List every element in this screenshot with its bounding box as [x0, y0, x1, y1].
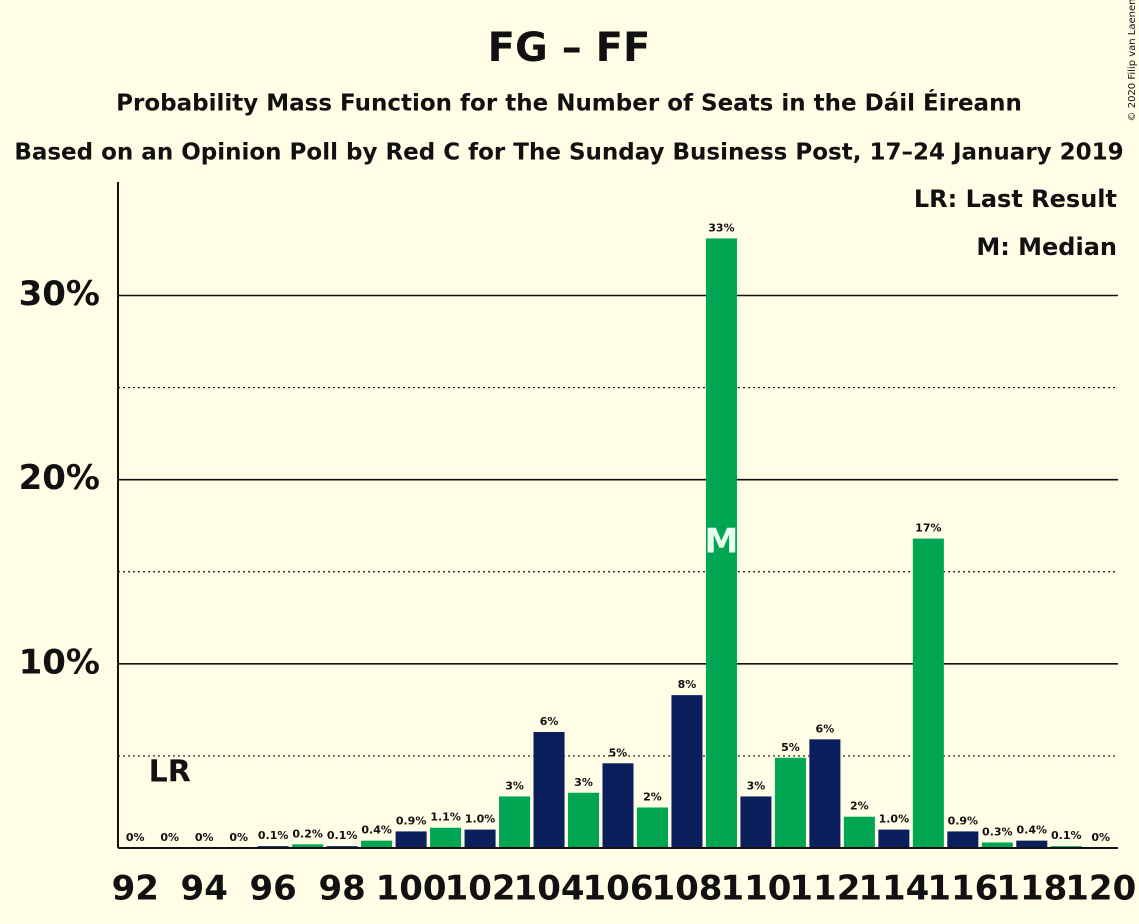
bar — [981, 842, 1013, 848]
bar — [602, 763, 634, 848]
x-tick-label: 110 — [720, 869, 791, 909]
value-label: 3% — [505, 779, 524, 792]
bar — [740, 796, 772, 848]
value-label: 0.1% — [258, 829, 289, 842]
bar — [568, 792, 600, 848]
legend-entry: M: Median — [976, 233, 1117, 261]
chart-subtitle: Based on an Opinion Poll by Red C for Th… — [14, 140, 1123, 166]
x-tick-label: 100 — [376, 869, 447, 909]
value-label: 0.1% — [1051, 829, 1082, 842]
bar — [533, 731, 565, 848]
y-tick-label: 10% — [19, 642, 100, 682]
bar — [809, 739, 841, 848]
x-tick-label: 114 — [858, 869, 929, 909]
bar — [361, 840, 393, 848]
value-label: 0.4% — [1017, 824, 1048, 837]
value-label: 17% — [915, 522, 941, 535]
x-tick-label: 92 — [112, 869, 159, 909]
x-tick-label: 104 — [514, 869, 585, 909]
value-label: 0% — [126, 831, 145, 844]
value-label: 1.1% — [430, 811, 461, 824]
value-label: 5% — [609, 746, 628, 759]
last-result-marker: LR — [149, 755, 191, 790]
value-label: 0.9% — [396, 814, 427, 827]
value-label: 2% — [850, 800, 869, 813]
bar — [947, 831, 979, 848]
bar — [499, 796, 531, 848]
x-tick-label: 94 — [181, 869, 228, 909]
bar — [464, 829, 496, 848]
chart-subtitle: Probability Mass Function for the Number… — [116, 89, 1022, 117]
value-label: 0% — [195, 831, 214, 844]
value-label: 0.2% — [292, 827, 323, 840]
value-label: 5% — [781, 741, 800, 754]
x-tick-label: 120 — [1065, 869, 1136, 909]
bar — [636, 807, 668, 848]
value-label: 0.9% — [948, 814, 979, 827]
value-label: 1.0% — [879, 813, 910, 826]
value-label: 6% — [540, 715, 559, 728]
y-tick-label: 30% — [19, 274, 100, 314]
x-tick-label: 98 — [318, 869, 365, 909]
x-tick-label: 106 — [583, 869, 654, 909]
x-tick-label: 116 — [927, 869, 998, 909]
bar — [1016, 840, 1048, 848]
chart-title: FG – FF — [488, 25, 651, 71]
value-label: 6% — [816, 722, 835, 735]
bar — [843, 816, 875, 848]
x-tick-label: 102 — [445, 869, 516, 909]
value-label: 0% — [1091, 831, 1110, 844]
value-label: 3% — [747, 779, 766, 792]
median-marker: M — [705, 522, 739, 562]
value-label: 0.4% — [361, 824, 392, 837]
value-label: 33% — [708, 221, 734, 234]
value-label: 0.3% — [982, 825, 1013, 838]
value-label: 2% — [643, 790, 662, 803]
x-tick-label: 118 — [996, 869, 1067, 909]
y-tick-label: 20% — [19, 458, 100, 498]
legend-entry: LR: Last Result — [914, 185, 1117, 213]
value-label: 8% — [678, 678, 697, 691]
value-label: 0% — [229, 831, 248, 844]
copyright: © 2020 Filip van Laenen — [1127, 0, 1138, 121]
bar — [705, 238, 737, 849]
x-tick-label: 96 — [250, 869, 297, 909]
bar — [671, 695, 703, 848]
value-label: 0.1% — [327, 829, 358, 842]
value-label: 0% — [160, 831, 179, 844]
bar — [774, 757, 806, 848]
x-tick-label: 112 — [789, 869, 860, 909]
x-tick-label: 108 — [651, 869, 722, 909]
value-label: 1.0% — [465, 813, 496, 826]
value-label: 3% — [574, 776, 593, 789]
bar — [912, 538, 944, 848]
bar — [395, 831, 427, 848]
bar — [878, 829, 910, 848]
bar — [292, 844, 324, 848]
bar — [430, 827, 462, 848]
